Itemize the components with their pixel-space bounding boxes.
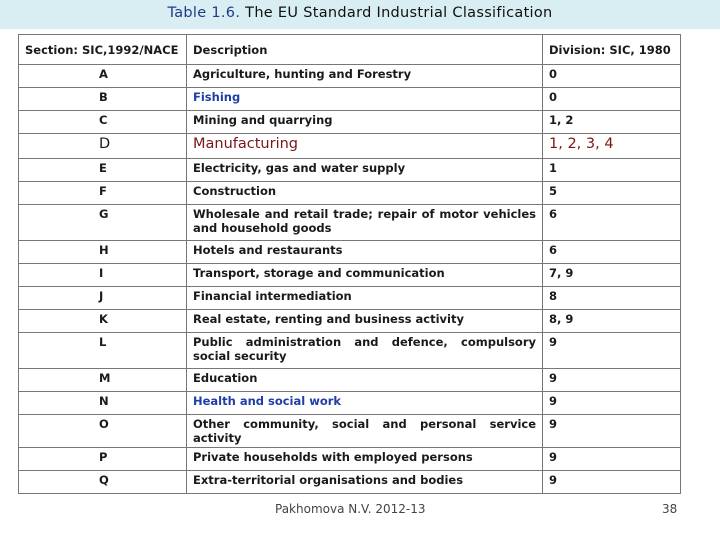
division-cell: 8	[542, 286, 681, 310]
section-cell: P	[18, 447, 187, 471]
table-row: C Mining and quarrying 1, 2	[18, 110, 681, 134]
table-row: E Electricity, gas and water supply 1	[18, 158, 681, 182]
description-cell: Private households with employed persons	[186, 447, 543, 471]
table-title-text: The EU Standard Industrial Classificatio…	[245, 5, 553, 21]
section-cell: N	[18, 391, 187, 415]
table-row: O Other community, social and personal s…	[18, 414, 681, 448]
table-row: K Real estate, renting and business acti…	[18, 309, 681, 333]
section-cell: B	[18, 87, 187, 111]
description-cell: Hotels and restaurants	[186, 240, 543, 264]
table-row: D Manufacturing 1, 2, 3, 4	[18, 133, 681, 159]
header-section: Section: SIC,1992/NACE	[18, 34, 187, 65]
description-cell: Extra-territorial organisations and bodi…	[186, 470, 543, 494]
description-cell: Education	[186, 368, 543, 392]
division-cell: 0	[542, 87, 681, 111]
division-cell: 0	[542, 64, 681, 88]
section-cell: A	[18, 64, 187, 88]
section-cell: K	[18, 309, 187, 333]
description-cell: Construction	[186, 181, 543, 205]
section-cell: M	[18, 368, 187, 392]
table-row: L Public administration and defence, com…	[18, 332, 681, 369]
title-bar	[0, 0, 720, 29]
description-cell: Transport, storage and communication	[186, 263, 543, 287]
division-cell: 6	[542, 204, 681, 241]
section-cell: D	[18, 133, 187, 159]
description-cell: Fishing	[186, 87, 543, 111]
classification-table: Section: SIC,1992/NACE Description Divis…	[18, 34, 681, 494]
division-cell: 1	[542, 158, 681, 182]
table-row: I Transport, storage and communication 7…	[18, 263, 681, 287]
table-row: Q Extra-territorial organisations and bo…	[18, 470, 681, 494]
division-cell: 9	[542, 368, 681, 392]
table-row: J Financial intermediation 8	[18, 286, 681, 310]
description-cell: Wholesale and retail trade; repair of mo…	[186, 204, 543, 241]
footer-credit: Pakhomova N.V. 2012-13	[275, 502, 426, 516]
section-cell: F	[18, 181, 187, 205]
table-row: P Private households with employed perso…	[18, 447, 681, 471]
section-cell: H	[18, 240, 187, 264]
table-header-row: Section: SIC,1992/NACE Description Divis…	[18, 34, 681, 65]
header-description: Description	[186, 34, 543, 65]
description-cell: Manufacturing	[186, 133, 543, 159]
description-cell: Financial intermediation	[186, 286, 543, 310]
table-row: N Health and social work 9	[18, 391, 681, 415]
description-cell: Agriculture, hunting and Forestry	[186, 64, 543, 88]
table-row: A Agriculture, hunting and Forestry 0	[18, 64, 681, 88]
section-cell: Q	[18, 470, 187, 494]
section-cell: J	[18, 286, 187, 310]
section-cell: I	[18, 263, 187, 287]
description-cell: Electricity, gas and water supply	[186, 158, 543, 182]
division-cell: 9	[542, 391, 681, 415]
division-cell: 9	[542, 470, 681, 494]
division-cell: 7, 9	[542, 263, 681, 287]
description-cell: Real estate, renting and business activi…	[186, 309, 543, 333]
table-number: Table 1.6.	[167, 5, 241, 21]
division-cell: 9	[542, 414, 681, 448]
division-cell: 1, 2, 3, 4	[542, 133, 681, 159]
table-row: M Education 9	[18, 368, 681, 392]
division-cell: 8, 9	[542, 309, 681, 333]
division-cell: 9	[542, 447, 681, 471]
table-row: G Wholesale and retail trade; repair of …	[18, 204, 681, 241]
section-cell: E	[18, 158, 187, 182]
section-cell: O	[18, 414, 187, 448]
header-division: Division: SIC, 1980	[542, 34, 681, 65]
division-cell: 1, 2	[542, 110, 681, 134]
page-title: Table 1.6. The EU Standard Industrial Cl…	[0, 5, 720, 21]
table-row: B Fishing 0	[18, 87, 681, 111]
table-row: H Hotels and restaurants 6	[18, 240, 681, 264]
table-row: F Construction 5	[18, 181, 681, 205]
description-cell: Other community, social and personal ser…	[186, 414, 543, 448]
division-cell: 9	[542, 332, 681, 369]
section-cell: L	[18, 332, 187, 369]
description-cell: Mining and quarrying	[186, 110, 543, 134]
section-cell: C	[18, 110, 187, 134]
page-number: 38	[662, 502, 678, 516]
division-cell: 6	[542, 240, 681, 264]
description-cell: Public administration and defence, compu…	[186, 332, 543, 369]
description-cell: Health and social work	[186, 391, 543, 415]
section-cell: G	[18, 204, 187, 241]
division-cell: 5	[542, 181, 681, 205]
